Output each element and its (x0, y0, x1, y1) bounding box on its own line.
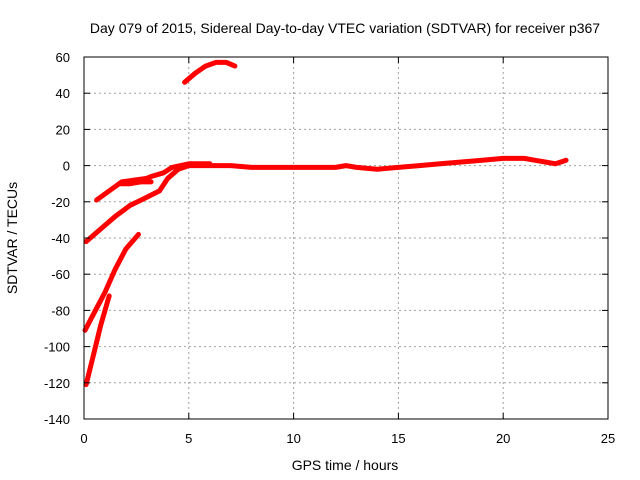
series-side-arc (117, 179, 154, 187)
x-tick-label: 0 (80, 431, 87, 446)
y-tick-label: 40 (56, 86, 70, 101)
y-tick-label: -60 (51, 267, 70, 282)
x-tick-label: 20 (496, 431, 510, 446)
y-tick-label: 20 (56, 122, 70, 137)
axis-ticks: 0 5 10 15 20 25 -140 -120 -100 -80 -60 -40 -20 0 20 40 6… (44, 50, 615, 446)
y-tick-label: -40 (51, 231, 70, 246)
data-series (82, 59, 569, 388)
series-lowest-arc (83, 293, 112, 388)
y-tick-label: -120 (44, 376, 70, 391)
x-axis-label: GPS time / hours (292, 457, 399, 473)
x-tick-label: 25 (601, 431, 615, 446)
series-mid-arc (94, 161, 213, 203)
x-tick-label: 15 (391, 431, 405, 446)
y-axis-label: SDTVAR / TECUs (4, 182, 20, 294)
chart-title: Day 079 of 2015, Sidereal Day-to-day VTE… (90, 20, 600, 36)
y-tick-label: -20 (51, 195, 70, 210)
x-tick-label: 10 (286, 431, 300, 446)
x-tick-label: 5 (185, 431, 192, 446)
y-tick-label: -140 (44, 412, 70, 427)
y-tick-label: 60 (56, 50, 70, 65)
series-main-arc (83, 155, 569, 245)
series-low-arc (82, 231, 141, 333)
y-tick-label: -100 (44, 340, 70, 355)
grid-lines (84, 57, 608, 419)
y-tick-label: -80 (51, 303, 70, 318)
y-tick-label: 0 (63, 159, 70, 174)
series-upper-arc (182, 59, 238, 85)
